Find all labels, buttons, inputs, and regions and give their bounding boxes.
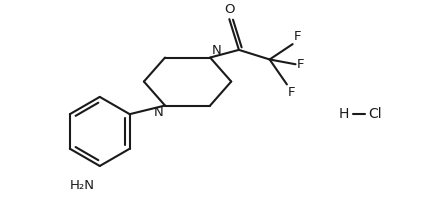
Text: H: H xyxy=(339,107,349,121)
Text: N: N xyxy=(212,44,222,57)
Text: N: N xyxy=(153,106,163,119)
Text: H₂N: H₂N xyxy=(70,179,95,192)
Text: Cl: Cl xyxy=(368,107,382,121)
Text: O: O xyxy=(224,3,235,16)
Text: F: F xyxy=(294,30,301,43)
Text: F: F xyxy=(288,86,295,99)
Text: F: F xyxy=(296,58,304,71)
